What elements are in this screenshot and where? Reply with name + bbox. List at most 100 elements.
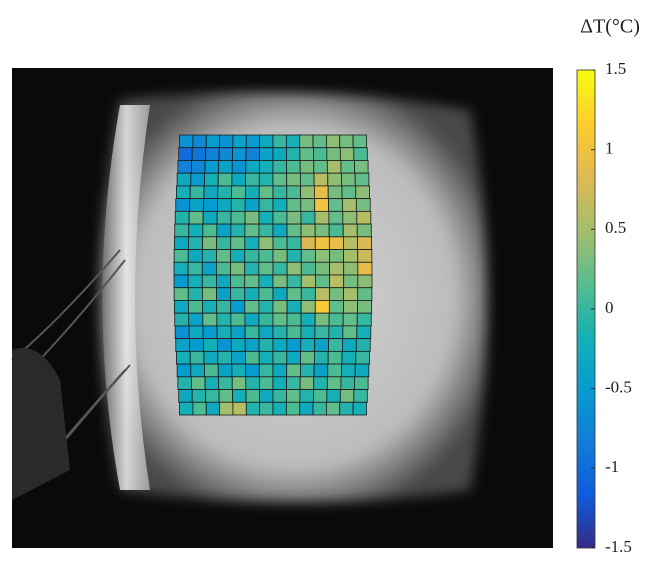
heat-cell	[189, 198, 204, 212]
heat-cell	[245, 185, 260, 200]
heat-cell	[245, 376, 260, 390]
heat-cell	[328, 325, 344, 340]
heat-cell	[357, 236, 373, 250]
heat-cell	[300, 198, 316, 212]
heat-cell	[326, 160, 342, 174]
heat-cell	[300, 261, 316, 276]
heat-cell	[191, 147, 207, 161]
heat-cell	[313, 160, 328, 174]
heat-cell	[357, 261, 373, 276]
heat-cell	[354, 172, 370, 187]
heat-cell	[230, 338, 246, 352]
heat-cell	[272, 338, 288, 352]
heat-cell	[300, 350, 315, 365]
heat-cell	[188, 300, 203, 314]
heat-cell	[191, 160, 206, 174]
heat-cell	[354, 376, 369, 390]
heat-cell	[272, 261, 288, 276]
heat-cell	[286, 350, 301, 365]
heat-cell	[231, 376, 247, 390]
heat-cell	[245, 160, 260, 174]
heat-cell	[272, 198, 288, 212]
heat-cell	[232, 147, 247, 161]
heat-cell	[325, 134, 341, 149]
colorbar-tick-label: -1.5	[605, 537, 632, 556]
heat-cell	[258, 185, 274, 200]
heat-cell	[231, 172, 247, 187]
heat-cell	[244, 287, 260, 301]
heat-cell	[356, 312, 372, 327]
heat-cell	[314, 236, 330, 250]
heat-cell	[286, 147, 301, 161]
heat-cell	[179, 401, 194, 416]
heat-cell	[203, 350, 219, 365]
heat-cell	[173, 287, 189, 301]
colorbar-tick-label: 0	[605, 298, 614, 317]
heat-cell	[230, 210, 246, 225]
heat-cell	[217, 338, 232, 352]
heat-cell	[216, 274, 231, 289]
heat-cell	[216, 287, 232, 301]
heat-cell	[272, 300, 288, 314]
heat-cell	[245, 172, 260, 187]
heat-cell	[355, 350, 370, 365]
heat-cell	[272, 350, 288, 365]
heat-cell	[299, 401, 314, 416]
heat-cell	[187, 249, 203, 263]
heat-cell	[329, 287, 345, 301]
heat-cell	[314, 312, 330, 327]
heat-cell	[259, 389, 274, 403]
heat-cell	[244, 249, 260, 263]
heat-cell	[202, 236, 218, 250]
heat-cell	[230, 236, 246, 250]
heat-cell	[326, 376, 342, 390]
heat-cell	[357, 300, 373, 314]
heat-cell	[328, 236, 344, 250]
heat-cell	[232, 389, 247, 403]
heat-cell	[286, 274, 302, 289]
heat-cell	[201, 287, 217, 301]
heat-cell	[177, 160, 192, 174]
heat-cell	[204, 160, 220, 174]
heat-cell	[218, 147, 233, 161]
heat-cell	[230, 287, 246, 301]
heat-cell	[230, 325, 246, 340]
heat-cell	[300, 287, 316, 301]
heat-cell	[244, 261, 260, 276]
heat-cell	[272, 249, 288, 263]
heat-cell	[356, 210, 372, 225]
heat-cell	[202, 312, 218, 327]
heat-cell	[329, 261, 345, 276]
heat-cell	[299, 376, 315, 390]
heat-cell	[230, 300, 246, 314]
heat-cell	[343, 274, 359, 289]
heat-cell	[202, 325, 218, 340]
heat-cell	[244, 338, 260, 352]
heat-cell	[191, 389, 207, 403]
heat-cell	[286, 210, 302, 225]
heat-cell	[259, 147, 274, 161]
heat-cell	[174, 312, 190, 327]
heat-cell	[231, 363, 247, 378]
heat-cell	[300, 300, 316, 314]
heat-cell	[190, 172, 205, 187]
heat-cell	[313, 376, 328, 390]
heat-cell	[352, 401, 367, 416]
heat-cell	[187, 287, 203, 301]
heat-cell	[300, 223, 316, 238]
heat-cell	[258, 325, 274, 340]
heat-cell	[203, 338, 218, 352]
heat-cell	[231, 160, 247, 174]
heat-cell	[173, 249, 189, 263]
heat-cell	[216, 261, 231, 276]
heat-cell	[272, 389, 287, 403]
heat-cell	[354, 363, 370, 378]
colorbar-label: ΔT(°C)	[580, 16, 640, 38]
colorbar-tick-label: 1.5	[605, 59, 626, 78]
heat-cell	[272, 160, 287, 174]
heat-cell	[342, 312, 358, 327]
heat-cell	[272, 210, 288, 225]
heat-cell	[299, 389, 314, 403]
heat-cell	[272, 274, 288, 289]
heat-cell	[286, 363, 301, 378]
